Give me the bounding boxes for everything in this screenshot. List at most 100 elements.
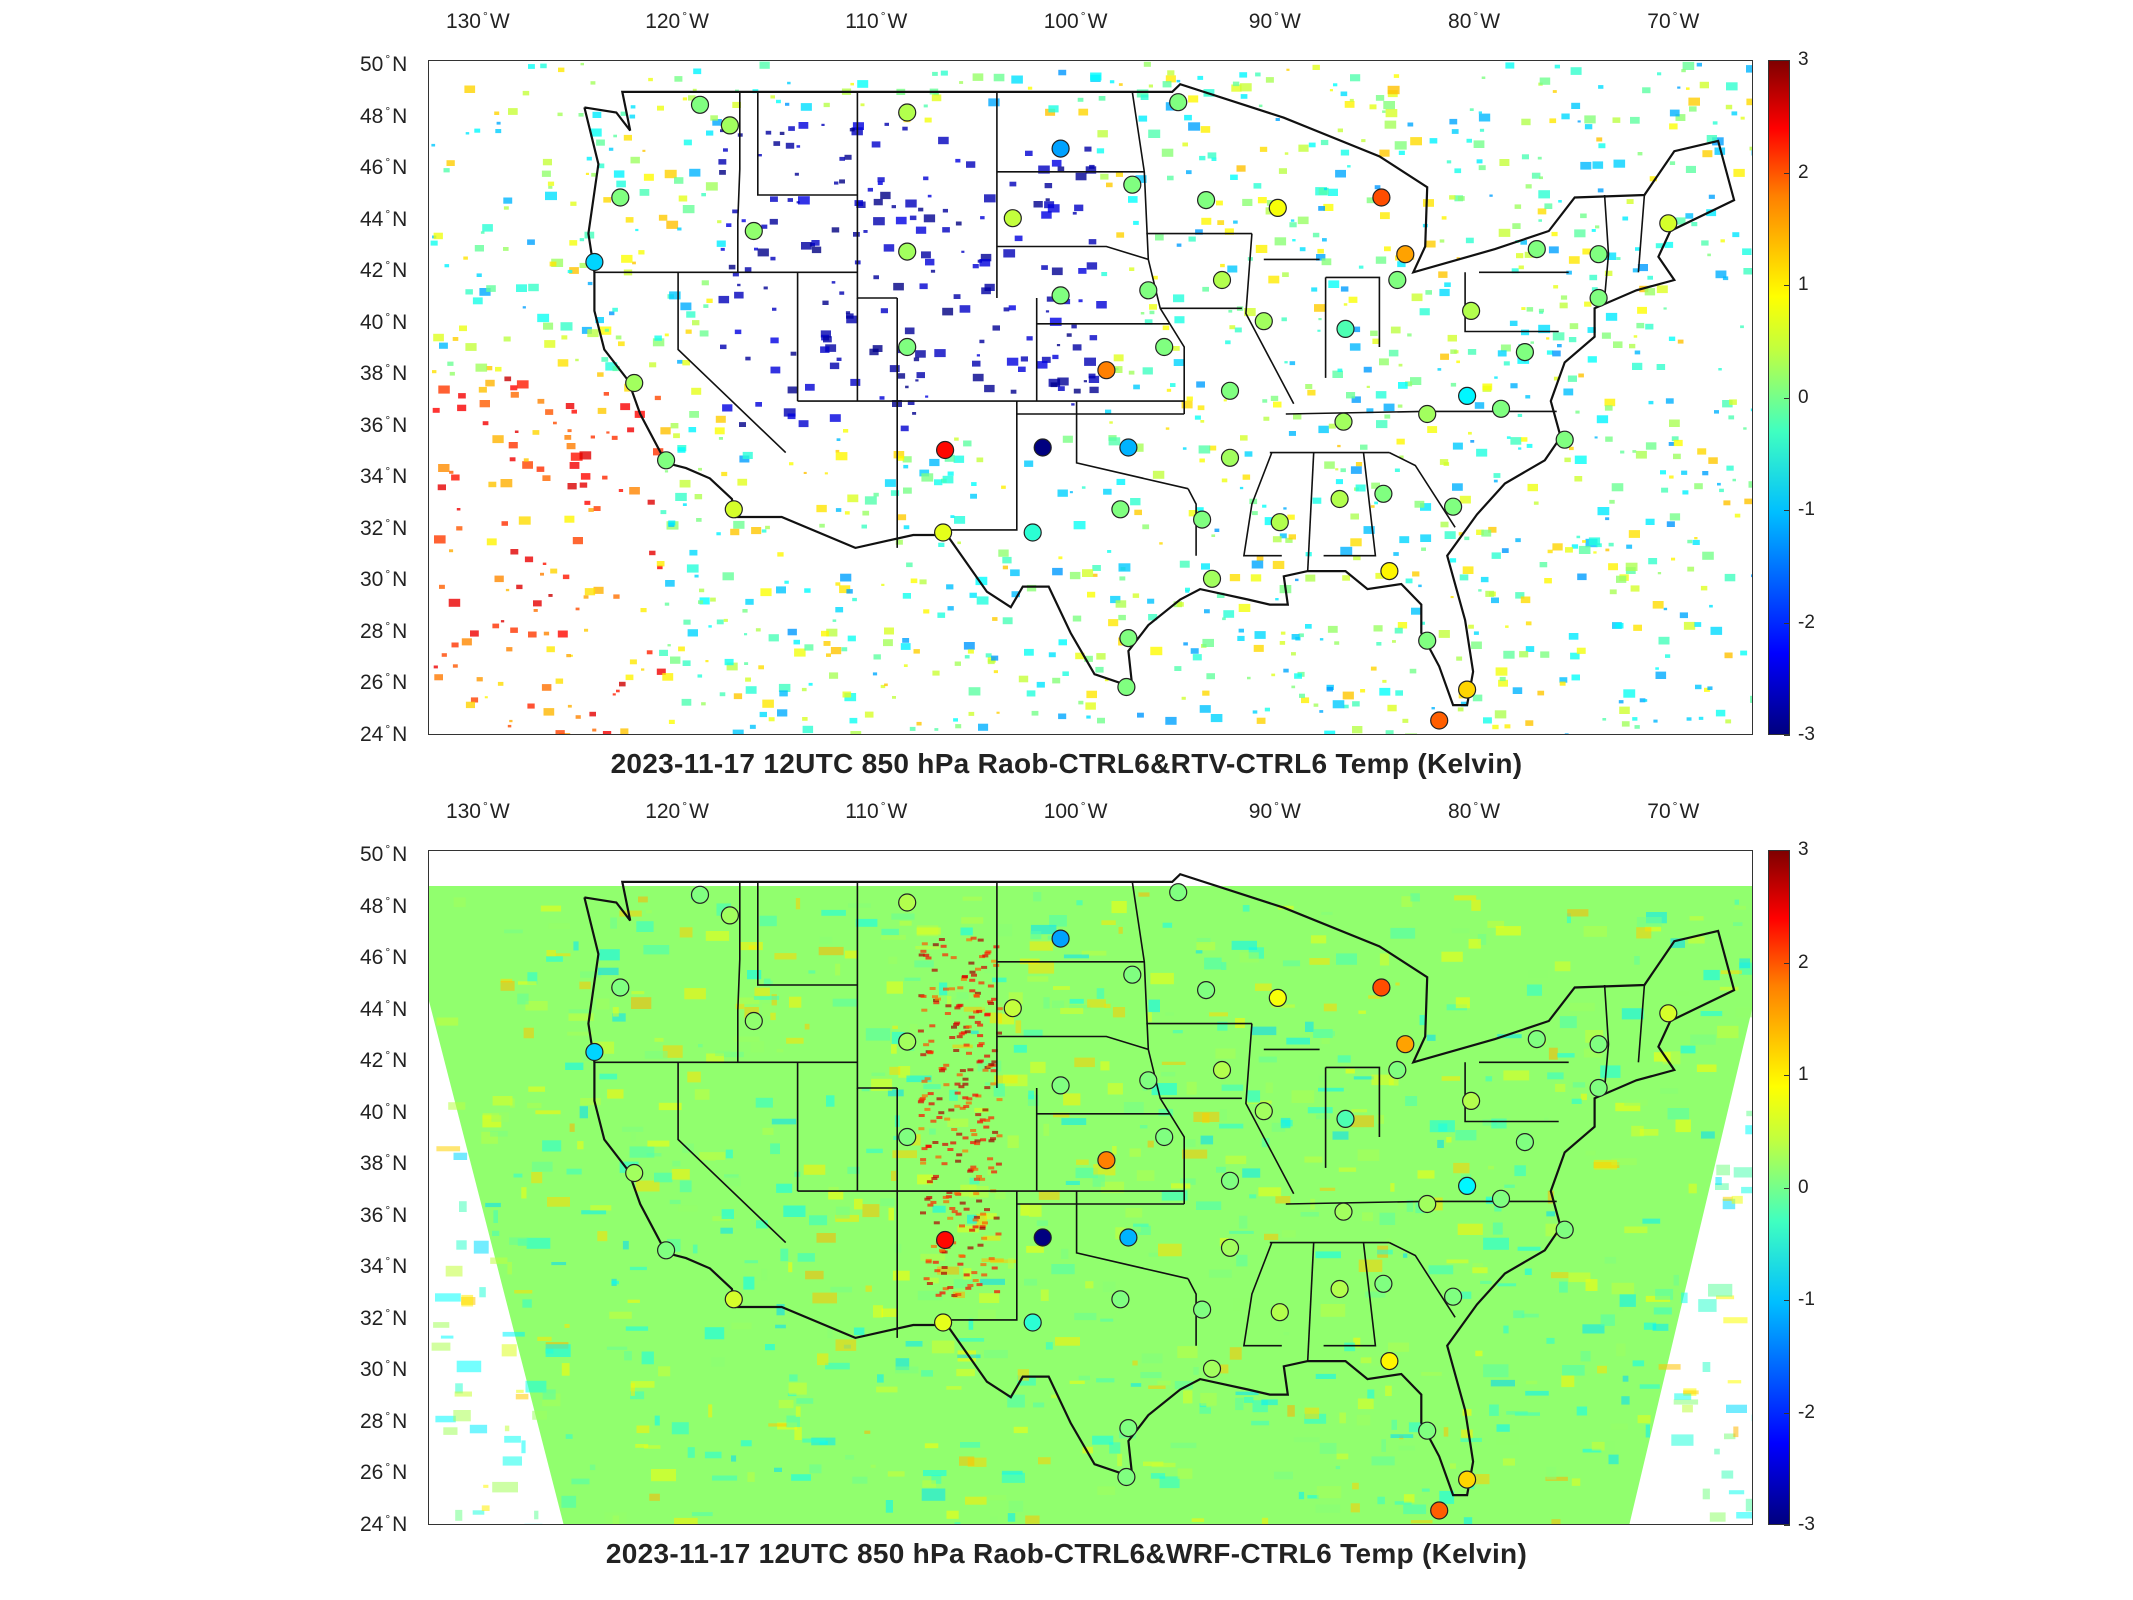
field-patch — [1632, 450, 1637, 453]
field-patch — [1575, 410, 1580, 414]
field-patch — [975, 1094, 982, 1098]
field-patch — [1043, 1123, 1050, 1136]
raob-station-marker — [1555, 1220, 1574, 1239]
state-border — [736, 881, 741, 1063]
field-patch — [482, 1113, 500, 1120]
field-patch — [941, 1266, 948, 1269]
field-patch — [1610, 1423, 1628, 1430]
field-patch — [872, 672, 878, 676]
field-patch — [491, 1112, 509, 1122]
field-patch — [1344, 1342, 1356, 1352]
field-patch — [1100, 1318, 1114, 1322]
field-patch — [1483, 717, 1492, 724]
field-patch — [1240, 83, 1252, 92]
field-patch — [1574, 229, 1586, 238]
field-patch — [1087, 591, 1096, 598]
field-patch — [947, 992, 969, 1000]
field-patch — [970, 936, 977, 940]
field-patch — [974, 1107, 989, 1113]
field-patch — [1533, 501, 1539, 505]
field-patch — [584, 500, 591, 505]
field-patch — [995, 1162, 1002, 1166]
field-patch — [1455, 1130, 1477, 1141]
field-patch — [502, 1456, 522, 1466]
field-patch — [923, 176, 929, 181]
field-patch — [1707, 686, 1713, 690]
raob-station-marker — [1443, 1287, 1463, 1306]
field-patch — [1105, 409, 1112, 414]
field-patch — [1405, 578, 1413, 584]
field-patch — [1272, 536, 1282, 543]
latitude-tick-label: 28 °N — [360, 1408, 408, 1433]
field-patch — [915, 226, 927, 234]
field-patch — [1320, 1304, 1346, 1317]
field-patch — [1040, 1289, 1049, 1301]
raob-station-marker — [1527, 240, 1546, 259]
field-patch — [691, 1512, 713, 1517]
field-patch — [1733, 1167, 1752, 1178]
field-patch — [1003, 249, 1016, 258]
field-patch — [860, 103, 865, 107]
field-patch — [697, 674, 703, 678]
field-patch — [1405, 1096, 1418, 1106]
field-patch — [849, 717, 858, 724]
field-patch — [954, 1006, 961, 1010]
field-patch — [615, 335, 622, 340]
field-patch — [486, 366, 493, 371]
field-patch — [706, 298, 713, 303]
raob-station-marker — [1527, 1030, 1546, 1049]
field-patch — [971, 1133, 978, 1137]
field-patch — [678, 195, 688, 202]
raob-station-marker — [1023, 1313, 1042, 1332]
field-patch — [1634, 725, 1640, 729]
field-patch — [1188, 236, 1196, 242]
field-patch — [876, 1386, 898, 1393]
field-patch — [1298, 633, 1304, 638]
field-patch — [1013, 1426, 1028, 1434]
field-patch — [613, 594, 620, 599]
field-patch — [580, 971, 602, 978]
field-patch — [1571, 1098, 1582, 1104]
field-patch — [1734, 899, 1739, 905]
field-patch — [959, 1201, 966, 1205]
field-patch — [620, 111, 627, 116]
raob-station-marker — [1033, 1228, 1052, 1247]
field-patch — [1745, 1498, 1752, 1512]
field-patch — [1173, 359, 1184, 366]
field-patch — [1521, 118, 1531, 126]
field-patch — [1351, 1115, 1374, 1128]
field-patch — [575, 607, 580, 611]
field-patch — [537, 1336, 552, 1341]
field-patch — [922, 1480, 936, 1488]
field-patch — [668, 520, 676, 526]
field-patch — [1746, 98, 1752, 106]
field-patch — [1300, 1212, 1319, 1217]
field-patch — [1447, 334, 1457, 342]
field-patch — [681, 698, 692, 706]
field-patch — [1476, 529, 1484, 535]
field-patch — [1559, 681, 1566, 686]
field-patch — [1411, 293, 1423, 302]
field-patch — [1451, 928, 1470, 934]
field-patch — [696, 518, 702, 522]
field-patch — [1337, 368, 1343, 372]
field-patch — [955, 158, 961, 163]
field-patch — [1036, 681, 1045, 688]
field-patch — [912, 412, 917, 415]
field-patch — [1632, 362, 1643, 370]
field-patch — [1701, 1131, 1715, 1139]
field-patch — [976, 354, 980, 357]
raob-station-marker — [1268, 988, 1287, 1007]
field-patch — [918, 1098, 925, 1102]
field-patch — [1452, 442, 1463, 450]
field-patch — [1395, 690, 1403, 696]
field-patch — [883, 639, 893, 647]
field-patch — [1673, 1399, 1699, 1405]
raob-station-marker — [1418, 1194, 1437, 1214]
field-patch — [622, 1126, 644, 1132]
field-patch — [1383, 101, 1395, 110]
field-patch — [584, 588, 596, 596]
field-patch — [721, 471, 728, 477]
field-patch — [1381, 1439, 1386, 1452]
field-patch — [1621, 721, 1630, 727]
